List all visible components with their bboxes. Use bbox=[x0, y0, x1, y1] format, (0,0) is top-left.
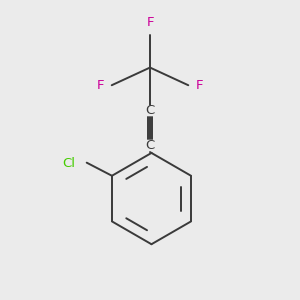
Text: F: F bbox=[146, 16, 154, 29]
Text: Cl: Cl bbox=[62, 157, 75, 170]
Text: F: F bbox=[97, 79, 104, 92]
Text: F: F bbox=[196, 79, 203, 92]
Text: C: C bbox=[146, 139, 154, 152]
Text: C: C bbox=[146, 104, 154, 117]
